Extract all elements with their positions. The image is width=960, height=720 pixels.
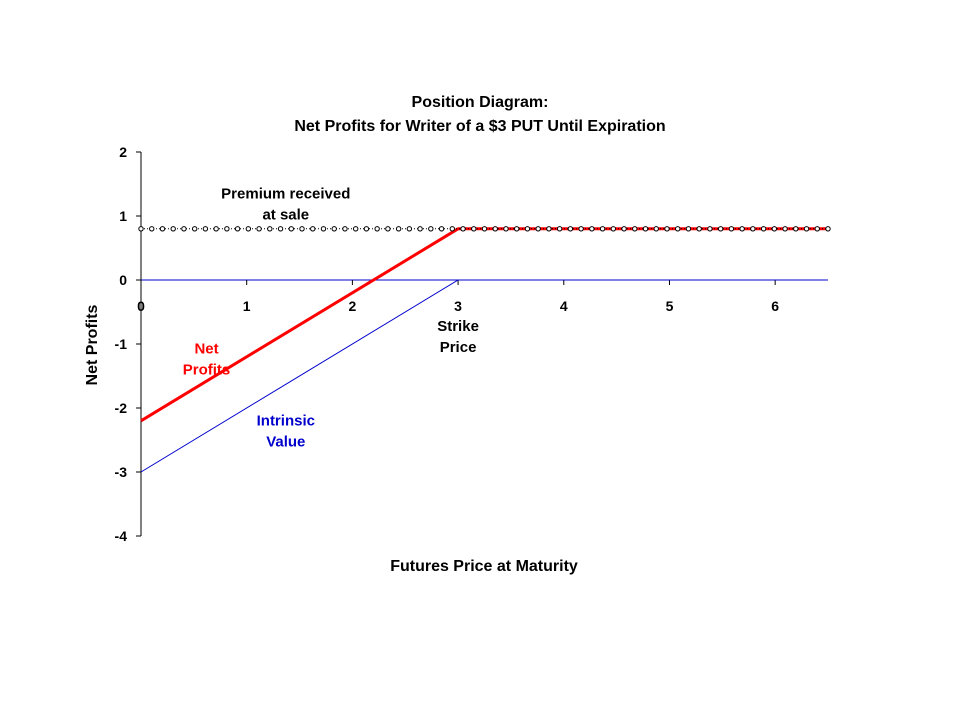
premium-marker xyxy=(503,226,509,232)
annotation-premium-line: Premium received xyxy=(221,186,350,203)
y-tick-label: 0 xyxy=(119,272,127,288)
premium-marker xyxy=(149,226,155,232)
annotation-premium-line: at sale xyxy=(262,207,309,224)
premium-marker xyxy=(481,226,488,232)
premium-marker xyxy=(771,226,778,232)
premium-marker xyxy=(342,226,348,232)
premium-marker xyxy=(524,226,531,232)
premium-marker xyxy=(299,226,305,232)
premium-marker xyxy=(814,226,820,232)
net-profits-line xyxy=(140,227,828,423)
premium-marker xyxy=(664,226,670,232)
y-tick-label: -4 xyxy=(115,528,128,544)
x-tick-label: 4 xyxy=(560,298,568,314)
premium-marker xyxy=(159,226,166,232)
premium-marker xyxy=(696,226,702,232)
premium-marker xyxy=(578,226,584,232)
premium-marker xyxy=(191,226,198,232)
y-tick-label: 2 xyxy=(119,144,127,160)
x-tick-label: 6 xyxy=(771,298,779,314)
premium-marker xyxy=(782,226,788,232)
annotation-net-line: Profits xyxy=(183,362,231,379)
premium-marker xyxy=(556,226,563,232)
premium-marker xyxy=(385,226,391,232)
premium-marker xyxy=(234,226,241,232)
x-tick-label: 2 xyxy=(348,298,356,314)
annotation-strike-line: Strike xyxy=(437,318,479,335)
annotation-intrinsic-line: Intrinsic xyxy=(257,412,315,429)
premium-marker xyxy=(675,226,681,232)
y-tick-label: -2 xyxy=(115,400,128,416)
premium-marker xyxy=(460,226,466,232)
premium-marker xyxy=(449,226,455,232)
premium-marker xyxy=(825,226,831,232)
premium-marker xyxy=(653,226,659,232)
premium-marker xyxy=(428,226,434,232)
x-tick-label: 1 xyxy=(243,298,251,314)
x-tick-label: 0 xyxy=(137,298,145,314)
premium-marker xyxy=(728,226,735,232)
premium-marker xyxy=(245,226,252,232)
premium-marker xyxy=(514,226,520,232)
annotation-net-line: Net xyxy=(194,341,218,358)
chart-title: Position Diagram: xyxy=(411,94,549,111)
chart-subtitle: Net Profits for Writer of a $3 PUT Until… xyxy=(294,118,666,135)
premium-marker xyxy=(374,226,380,232)
annotation-premium: Premium received at sale xyxy=(221,186,350,224)
premium-marker xyxy=(438,226,445,232)
premium-marker xyxy=(717,226,724,232)
x-tick-label: 3 xyxy=(454,298,462,314)
annotation-intrinsic-line: Value xyxy=(266,433,305,450)
premium-marker xyxy=(224,226,230,232)
premium-marker xyxy=(267,226,273,232)
premium-marker xyxy=(632,226,638,232)
premium-marker xyxy=(320,226,327,232)
premium-marker xyxy=(288,226,294,232)
premium-marker xyxy=(352,226,359,232)
premium-marker xyxy=(170,226,176,232)
premium-marker xyxy=(363,226,370,232)
premium-marker xyxy=(621,226,627,232)
premium-marker xyxy=(707,226,713,232)
annotation-net: Net Profits xyxy=(183,341,231,379)
y-tick-label: -1 xyxy=(115,336,128,352)
y-axis-label: Net Profits xyxy=(84,304,101,385)
premium-marker xyxy=(395,226,402,232)
premium-marker xyxy=(181,226,187,232)
premium-marker xyxy=(739,226,745,232)
premium-marker xyxy=(471,226,477,232)
premium-marker xyxy=(492,226,498,232)
premium-marker xyxy=(589,226,595,232)
premium-marker xyxy=(803,226,810,232)
x-axis-label: Futures Price at Maturity xyxy=(390,558,578,575)
y-tick-label: 1 xyxy=(119,208,127,224)
premium-marker xyxy=(310,226,316,232)
premium-marker xyxy=(213,226,219,232)
premium-marker xyxy=(331,226,337,232)
premium-marker xyxy=(750,226,756,232)
premium-marker xyxy=(610,226,617,232)
premium-marker xyxy=(535,226,541,232)
premium-marker xyxy=(138,226,144,232)
premium-marker xyxy=(417,226,423,232)
premium-marker xyxy=(277,226,284,232)
premium-marker xyxy=(685,226,692,232)
x-tick-label: 5 xyxy=(666,298,674,314)
premium-marker xyxy=(599,226,606,232)
premium-marker xyxy=(202,226,209,232)
premium-marker xyxy=(793,226,799,232)
annotation-strike: Strike Price xyxy=(437,318,479,356)
intrinsic-value-line xyxy=(140,279,828,473)
premium-marker xyxy=(546,226,552,232)
premium-marker xyxy=(406,226,413,232)
y-tick-label: -3 xyxy=(115,464,128,480)
premium-marker xyxy=(760,226,767,232)
premium-marker xyxy=(642,226,649,232)
premium-marker xyxy=(567,226,574,232)
premium-marker xyxy=(256,226,262,232)
annotation-intrinsic: Intrinsic Value xyxy=(257,412,315,450)
annotation-strike-line: Price xyxy=(440,339,477,356)
